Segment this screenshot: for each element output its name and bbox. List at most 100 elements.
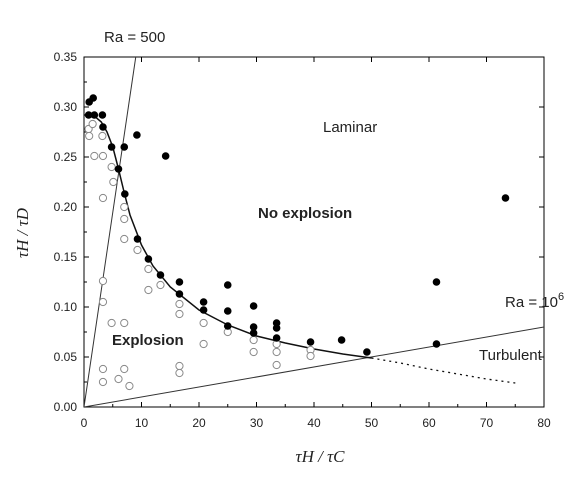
x-tick-label: 10: [135, 416, 149, 430]
y-tick-label: 0.10: [54, 300, 78, 314]
open-circle-point: [175, 309, 184, 319]
ra-1e6-exponent: 6: [558, 291, 564, 303]
filled-circle-point: [133, 131, 141, 139]
filled-circle-point: [156, 271, 165, 279]
filled-circle-point: [223, 322, 232, 330]
open-circle-point: [120, 234, 129, 244]
open-circle-point: [199, 339, 208, 349]
filled-circle-point: [501, 194, 510, 202]
filled-circle-point: [306, 338, 315, 346]
open-circle-point: [144, 264, 153, 274]
extrapolation-curve: [371, 357, 516, 384]
filled-circle-point: [223, 307, 232, 315]
no-explosion-label: No explosion: [258, 205, 352, 222]
open-circle-point: [120, 214, 129, 224]
filled-circle-point: [249, 329, 258, 337]
filled-circle-point: [144, 255, 153, 263]
filled-circle-point: [90, 111, 99, 119]
filled-circle-point: [84, 111, 93, 119]
x-tick-label: 20: [192, 416, 206, 430]
open-circle-point: [125, 381, 134, 391]
open-circle-point: [107, 162, 116, 172]
filled-circle-point: [121, 190, 129, 198]
filled-circle-point: [114, 165, 123, 173]
open-circle-point: [98, 276, 108, 286]
x-tick-label: 80: [537, 416, 551, 430]
open-circle-point: [199, 318, 208, 328]
y-tick-label: 0.20: [54, 200, 78, 214]
filled-circle-point: [199, 306, 208, 314]
open-circle-point: [88, 119, 97, 129]
open-circle-point: [249, 347, 258, 357]
x-tick-label: 30: [250, 416, 264, 430]
filled-circle-point: [98, 111, 107, 119]
laminar-label: Laminar: [323, 119, 377, 136]
x-tick-label: 50: [365, 416, 379, 430]
open-circle-point: [98, 297, 108, 307]
y-tick-label: 0.00: [54, 400, 78, 414]
filled-circle-point: [223, 281, 232, 289]
open-circle-point: [107, 318, 116, 328]
filled-circle-point: [133, 235, 142, 243]
explosion-label: Explosion: [112, 332, 184, 349]
filled-circle-point: [199, 298, 208, 306]
y-axis-label: τH / τD: [13, 207, 32, 258]
open-circle-point: [98, 131, 107, 141]
fit-curve: [84, 114, 372, 359]
open-circle-point: [175, 368, 184, 378]
filled-circle-point: [99, 123, 107, 131]
filled-circle-point: [249, 323, 258, 331]
ra-1e6-base: Ra = 10: [505, 294, 558, 311]
open-circle-point: [120, 364, 129, 374]
axis-ticks: 0 10 20 30 40 50 60 70 80 0.00 0.05 0.10 0.15 0.20 0.2…: [54, 50, 551, 430]
filled-circle-point: [175, 278, 184, 286]
turbulent-label: Turbulent: [479, 347, 543, 364]
open-circle-point: [175, 299, 184, 309]
open-circle-point: [156, 280, 165, 290]
open-circle-point: [133, 245, 142, 255]
y-tick-label: 0.35: [54, 50, 78, 64]
open-circle-point: [144, 285, 153, 295]
data-marks: [84, 57, 544, 407]
x-tick-label: 40: [307, 416, 321, 430]
open-circle-point: [109, 177, 118, 187]
x-tick-label: 70: [480, 416, 494, 430]
open-circle-point: [120, 202, 129, 212]
open-circle-point: [306, 351, 315, 361]
filled-circle-point: [161, 152, 170, 160]
filled-circle-point: [107, 143, 116, 151]
open-circle-point: [120, 318, 129, 328]
open-circle-point: [272, 347, 281, 357]
open-circle-point: [98, 193, 108, 203]
y-tick-label: 0.15: [54, 250, 78, 264]
filled-circle-point: [432, 340, 441, 348]
filled-circle-point: [175, 290, 184, 298]
open-circle-point: [272, 360, 281, 370]
x-axis-label: τH / τC: [295, 447, 345, 466]
open-circle-point: [175, 361, 184, 371]
open-circle-point: [114, 374, 123, 384]
ra-1e6-label: Ra = 106: [505, 291, 564, 311]
x-tick-label: 60: [422, 416, 436, 430]
ra-1e6-line: [84, 326, 544, 407]
open-circle-point: [98, 364, 108, 374]
y-tick-label: 0.25: [54, 150, 78, 164]
open-circle-point: [98, 377, 108, 387]
filled-circle-point: [272, 324, 281, 332]
open-circle-point: [98, 151, 108, 161]
filled-circle-point: [120, 143, 129, 151]
filled-circle-point: [432, 278, 441, 286]
ra-500-line: [84, 57, 137, 407]
filled-circle-point: [272, 334, 281, 342]
open-circle-point: [90, 151, 99, 161]
open-circle-point: [249, 335, 258, 345]
y-tick-label: 0.30: [54, 100, 78, 114]
filled-circle-point: [249, 302, 258, 310]
x-tick-label: 0: [81, 416, 88, 430]
open-circle-point: [85, 131, 94, 141]
filled-circle-point: [337, 336, 346, 344]
ra-500-label: Ra = 500: [104, 29, 165, 46]
filled-circle-point: [89, 94, 97, 102]
y-tick-label: 0.05: [54, 350, 78, 364]
